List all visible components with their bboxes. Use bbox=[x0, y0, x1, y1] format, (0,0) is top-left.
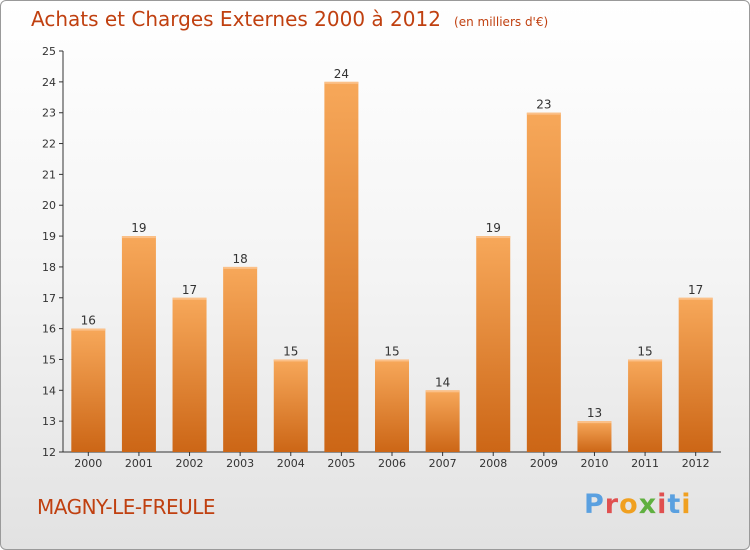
bar-highlight bbox=[121, 236, 156, 239]
bar-highlight bbox=[223, 266, 258, 269]
data-label: 23 bbox=[536, 98, 551, 112]
x-tick-label: 2007 bbox=[429, 457, 457, 470]
logo-letter: t bbox=[667, 489, 682, 520]
bar-highlight bbox=[172, 297, 207, 300]
bar-highlight bbox=[476, 236, 511, 239]
data-label: 24 bbox=[334, 67, 349, 81]
bar bbox=[172, 297, 207, 452]
data-label: 14 bbox=[435, 375, 450, 389]
y-tick-label: 18 bbox=[42, 261, 56, 274]
bar bbox=[324, 81, 359, 452]
bar bbox=[678, 297, 713, 452]
y-tick-label: 13 bbox=[42, 415, 56, 428]
x-tick-label: 2010 bbox=[580, 457, 608, 470]
logo-letter: i bbox=[657, 489, 668, 520]
x-tick-label: 2001 bbox=[125, 457, 153, 470]
x-tick-label: 2002 bbox=[176, 457, 204, 470]
bar-highlight bbox=[71, 328, 106, 331]
data-label: 18 bbox=[233, 252, 248, 266]
bar-highlight bbox=[526, 112, 561, 115]
y-tick-label: 24 bbox=[42, 76, 56, 89]
bar bbox=[526, 112, 561, 452]
data-label: 15 bbox=[283, 344, 298, 358]
x-tick-label: 2004 bbox=[277, 457, 305, 470]
logo-letter: i bbox=[681, 489, 692, 520]
bar-highlight bbox=[425, 390, 460, 393]
town-name: MAGNY-LE-FREULE bbox=[37, 495, 216, 519]
y-tick-label: 15 bbox=[42, 353, 56, 366]
bar bbox=[273, 359, 308, 452]
y-tick-label: 14 bbox=[42, 384, 56, 397]
logo-letter: r bbox=[604, 489, 620, 520]
bar-highlight bbox=[678, 297, 713, 300]
x-tick-label: 2005 bbox=[327, 457, 355, 470]
chart-title: Achats et Charges Externes 2000 à 2012 (… bbox=[31, 7, 548, 31]
y-tick-label: 17 bbox=[42, 292, 56, 305]
bar bbox=[577, 421, 612, 452]
title-main: Achats et Charges Externes 2000 à 2012 bbox=[31, 7, 441, 31]
data-label: 17 bbox=[688, 283, 703, 297]
axes: 12 13 14 15 16 17 18 19 20 21 22 23 24 25 2000 2001 2002… bbox=[42, 45, 721, 470]
data-label: 13 bbox=[587, 406, 602, 420]
bar bbox=[375, 359, 409, 452]
bar bbox=[71, 328, 106, 452]
x-tick-label: 2006 bbox=[378, 457, 406, 470]
y-tick-label: 19 bbox=[42, 230, 56, 243]
data-label: 19 bbox=[131, 221, 146, 235]
bar bbox=[121, 236, 156, 452]
x-tick-label: 2003 bbox=[226, 457, 254, 470]
logo-letter: x bbox=[638, 489, 658, 520]
x-tick-label: 2012 bbox=[682, 457, 710, 470]
bar bbox=[628, 359, 663, 452]
data-label: 15 bbox=[637, 344, 652, 358]
data-label: 16 bbox=[81, 314, 96, 328]
y-tick-label: 16 bbox=[42, 323, 56, 336]
data-label: 17 bbox=[182, 283, 197, 297]
y-tick-label: 25 bbox=[42, 45, 56, 58]
data-label: 15 bbox=[384, 344, 399, 358]
y-tick-label: 22 bbox=[42, 138, 56, 151]
bar bbox=[223, 266, 258, 452]
bar-highlight bbox=[577, 421, 612, 424]
bar-highlight bbox=[273, 359, 308, 362]
x-tick-label: 2011 bbox=[631, 457, 659, 470]
title-unit: (en milliers d'€) bbox=[454, 15, 549, 29]
bar-highlight bbox=[375, 359, 409, 362]
bar-highlight bbox=[628, 359, 663, 362]
x-tick-label: 2000 bbox=[74, 457, 102, 470]
y-tick-label: 23 bbox=[42, 107, 56, 120]
bar bbox=[476, 236, 511, 452]
x-tick-label: 2008 bbox=[479, 457, 507, 470]
logo-letter: o bbox=[619, 489, 639, 520]
y-tick-label: 12 bbox=[42, 446, 56, 459]
bar bbox=[425, 390, 460, 452]
y-tick-label: 20 bbox=[42, 199, 56, 212]
logo-letter: P bbox=[584, 489, 605, 520]
bar-highlight bbox=[324, 81, 359, 84]
y-tick-label: 21 bbox=[42, 168, 56, 181]
x-tick-label: 2009 bbox=[530, 457, 558, 470]
proxiti-logo[interactable]: Proxiti bbox=[584, 489, 692, 520]
data-label: 19 bbox=[486, 221, 501, 235]
bars: 16 19 17 18 15 24 15 14 19 23 13 15 17 bbox=[71, 67, 713, 452]
